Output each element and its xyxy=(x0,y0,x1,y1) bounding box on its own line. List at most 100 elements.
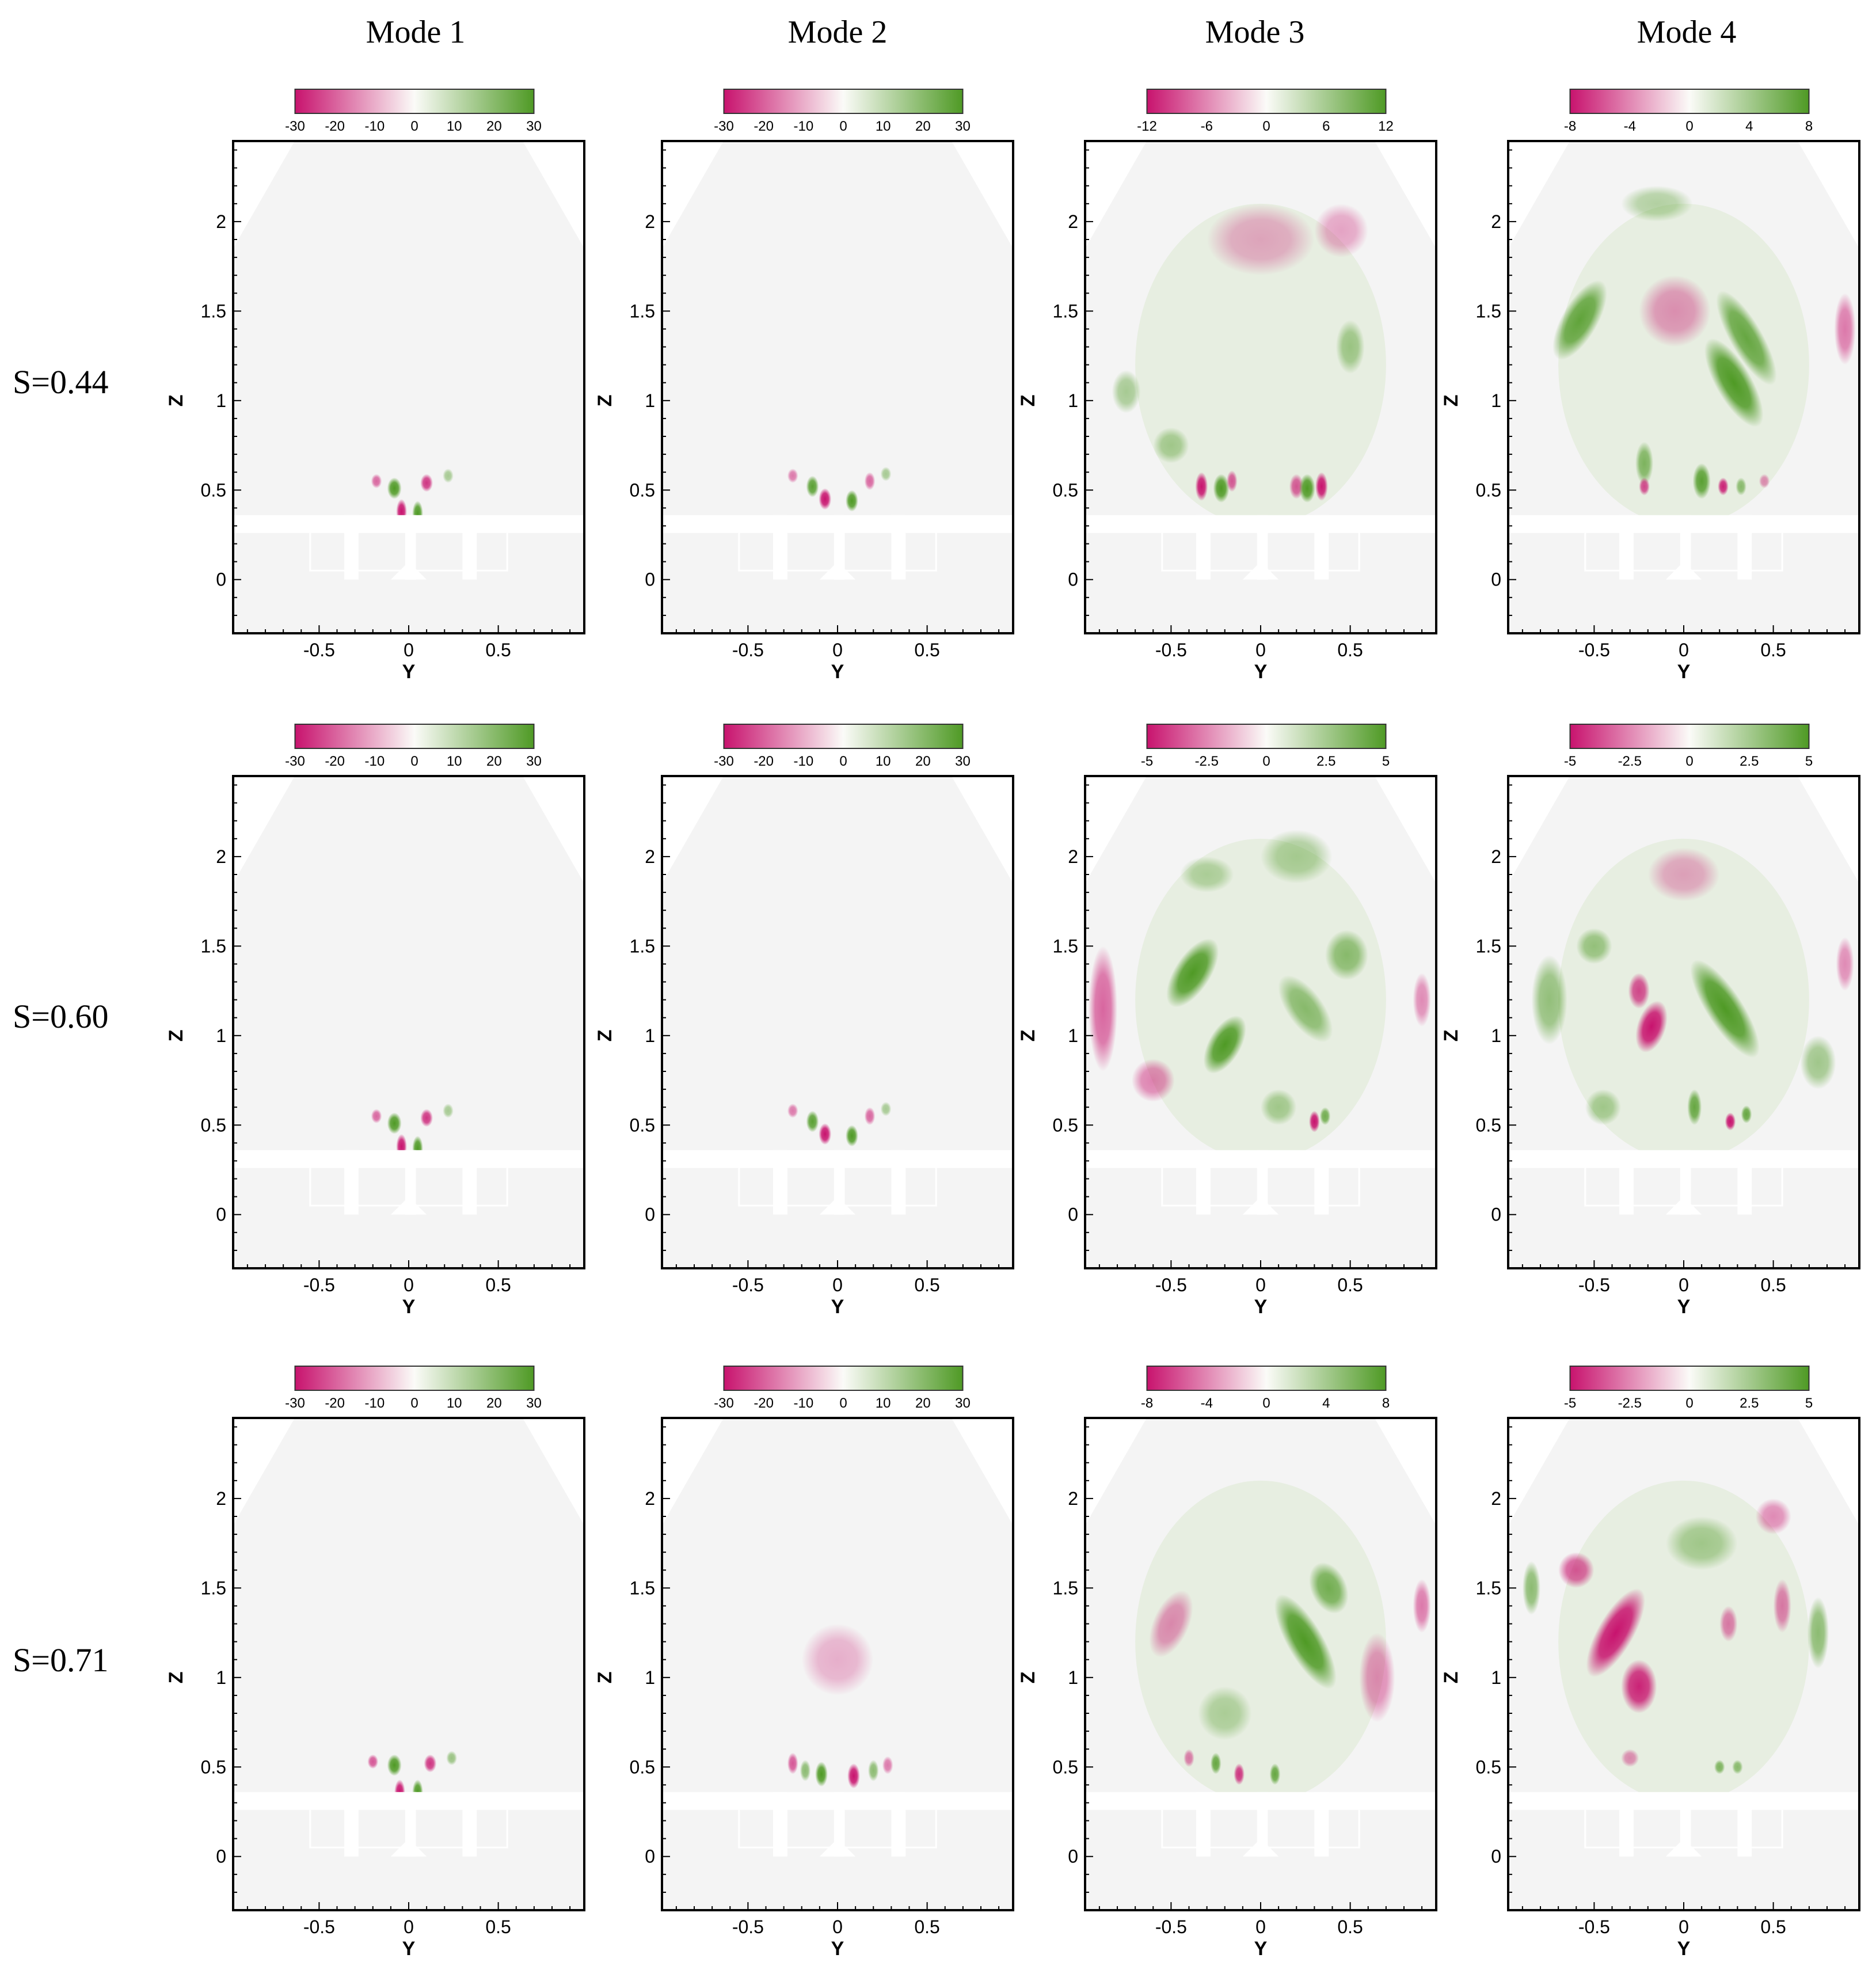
positive-blob xyxy=(1319,1107,1331,1126)
positive-blob xyxy=(1716,291,1777,385)
contour-field xyxy=(1085,141,1436,633)
negative-blob xyxy=(420,1109,433,1127)
y-tick-label: 1.5 xyxy=(1476,1577,1501,1598)
x-axis-label: Y xyxy=(1677,1938,1691,1960)
colorbar-tick-label: 30 xyxy=(526,119,542,134)
y-axis-label: Z xyxy=(165,1029,187,1041)
positive-blob xyxy=(800,1759,811,1782)
colorbar-tick-label: 8 xyxy=(1805,119,1813,134)
x-axis-label: Y xyxy=(1254,1296,1268,1318)
negative-blob xyxy=(847,1763,860,1789)
positive-blob xyxy=(1261,1089,1297,1126)
positive-blob xyxy=(1704,338,1764,427)
colorbar-tick-label: 20 xyxy=(915,1396,931,1411)
positive-blob xyxy=(1166,938,1219,1007)
x-tick-label: 0 xyxy=(404,1917,414,1937)
positive-blob xyxy=(1210,1752,1222,1774)
positive-blob xyxy=(1203,1015,1246,1074)
negative-blob xyxy=(787,1103,798,1118)
y-axis-label: Z xyxy=(594,1671,616,1683)
negative-blob xyxy=(1359,1633,1395,1723)
positive-blob xyxy=(387,477,402,499)
mode-title: Mode 1 xyxy=(366,14,466,50)
negative-blob xyxy=(819,488,832,510)
colorbar-tick-label: 2.5 xyxy=(1740,754,1759,769)
y-tick-label: 0.5 xyxy=(1053,1756,1078,1777)
y-axis-label: Z xyxy=(1017,1671,1039,1683)
colorbar-tick-label: 4 xyxy=(1745,119,1753,134)
colorbar-tick-label: 5 xyxy=(1805,754,1813,769)
contour-field xyxy=(1508,141,1859,633)
positive-blob xyxy=(1179,856,1234,893)
x-axis-label: Y xyxy=(831,661,844,683)
contour-field xyxy=(233,776,584,1268)
negative-blob xyxy=(1621,1659,1657,1713)
colorbar xyxy=(723,724,964,749)
x-tick-label: -0.5 xyxy=(303,640,335,660)
x-tick-label: 0.5 xyxy=(914,1917,939,1937)
y-tick-label: 1.5 xyxy=(1053,1577,1078,1598)
colorbar-tick-label: -10 xyxy=(364,1396,385,1411)
wash xyxy=(1135,203,1386,526)
negative-blob xyxy=(1621,1749,1639,1767)
y-tick-label: 2 xyxy=(645,1488,655,1509)
colorbar-tick-label: 5 xyxy=(1805,1396,1813,1411)
colorbar-tick-label: 10 xyxy=(447,119,462,134)
wash xyxy=(1558,203,1809,526)
colorbar-tick-label: 20 xyxy=(486,754,502,769)
colorbar-tick-label: 20 xyxy=(915,119,931,134)
mode-title: Mode 2 xyxy=(788,14,888,50)
negative-blob xyxy=(1719,1606,1738,1642)
x-axis-label: Y xyxy=(831,1938,844,1960)
negative-blob xyxy=(882,1756,893,1774)
x-tick-label: 0.5 xyxy=(914,640,939,660)
colorbar-tick-label: 30 xyxy=(955,119,971,134)
negative-blob xyxy=(864,1107,876,1126)
y-tick-label: 2 xyxy=(216,846,226,867)
contour-field xyxy=(662,776,1013,1268)
colorbar-tick-label: 0 xyxy=(839,119,847,134)
colorbar-tick-label: -10 xyxy=(364,119,385,134)
y-tick-label: 1 xyxy=(216,1667,226,1688)
y-tick-label: 2 xyxy=(1068,1488,1078,1509)
x-tick-label: 0.5 xyxy=(1337,1917,1363,1937)
colorbar xyxy=(294,724,535,749)
colorbar xyxy=(723,89,964,114)
wash xyxy=(1135,1480,1386,1803)
y-tick-label: 0 xyxy=(1068,1204,1078,1225)
colorbar-tick-label: -20 xyxy=(754,1396,774,1411)
x-tick-label: 0 xyxy=(832,1917,843,1937)
colorbar-tick-label: -4 xyxy=(1624,119,1636,134)
negative-blob xyxy=(787,468,798,483)
colorbar-tick-label: -10 xyxy=(364,754,385,769)
y-tick-label: 0 xyxy=(1068,569,1078,590)
colorbar-tick-label: -8 xyxy=(1564,119,1576,134)
x-tick-label: 0 xyxy=(404,640,414,660)
colorbar xyxy=(1146,89,1387,114)
y-axis-label: Z xyxy=(165,394,187,406)
y-tick-label: 2 xyxy=(1491,211,1501,232)
negative-blob xyxy=(1089,946,1118,1071)
positive-blob xyxy=(387,1112,402,1134)
negative-blob xyxy=(1207,203,1315,276)
colorbar-tick-label: 0 xyxy=(1262,119,1270,134)
colorbar-tick-label: -5 xyxy=(1564,754,1576,769)
y-tick-label: 1 xyxy=(645,1025,655,1046)
positive-blob xyxy=(1213,474,1230,503)
colorbar xyxy=(294,89,535,114)
row-label: S=0.60 xyxy=(13,998,108,1035)
colorbar-tick-label: -20 xyxy=(754,754,774,769)
colorbar-tick-label: 12 xyxy=(1378,119,1394,134)
positive-blob xyxy=(1690,960,1760,1058)
positive-blob xyxy=(846,490,858,512)
colorbar-tick-label: 8 xyxy=(1382,1396,1390,1411)
y-tick-label: 2 xyxy=(1491,1488,1501,1509)
wash xyxy=(1135,838,1386,1161)
